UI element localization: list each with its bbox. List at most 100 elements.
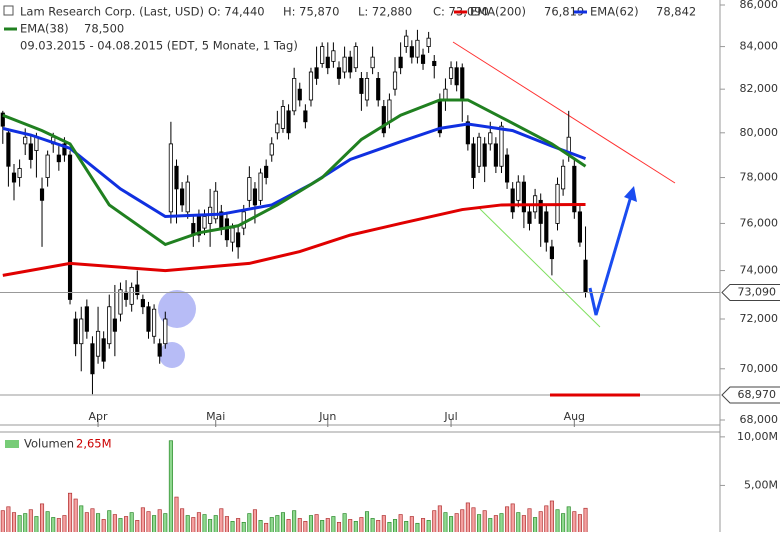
- volume-bar: [499, 513, 504, 535]
- candle-body: [17, 168, 22, 178]
- candle-body: [476, 136, 482, 167]
- y-tick-label: 82,000: [740, 82, 779, 95]
- volume-bar: [516, 512, 521, 535]
- volume-last: 2,65M: [76, 437, 112, 451]
- volume-bar: [252, 509, 257, 535]
- volume-bar: [381, 515, 386, 535]
- candle-body: [11, 172, 17, 183]
- y-tick-label: 76,000: [740, 216, 779, 229]
- volume-bar: [264, 522, 269, 535]
- candle-body: [107, 306, 112, 345]
- volume-bar: [51, 517, 56, 535]
- candle-body: [303, 110, 308, 123]
- candle-body: [280, 106, 286, 129]
- volume-bar: [241, 521, 246, 535]
- title: Lam Research Corp. (Last, USD): [20, 5, 204, 19]
- volume-bar: [213, 515, 218, 535]
- volume-bar: [359, 517, 364, 535]
- candle-body: [331, 50, 336, 62]
- volume-bar: [387, 521, 392, 535]
- volume-bar: [297, 518, 302, 535]
- candle-body: [420, 54, 426, 64]
- volume-bar: [174, 496, 179, 535]
- volume-bar: [185, 515, 190, 535]
- candle-body: [359, 78, 364, 94]
- volume-bar: [286, 519, 291, 535]
- volume-bar: [73, 498, 78, 535]
- volume-bar: [510, 503, 515, 535]
- volume-bar: [521, 515, 526, 535]
- candle-body: [73, 318, 78, 345]
- header: Lam Research Corp. (Last, USD) O: 74,440…: [3, 5, 489, 451]
- candle-body: [6, 132, 11, 167]
- v-tick-label: 5,00M: [744, 478, 778, 491]
- forecast-arrow: [588, 195, 633, 316]
- volume-bar: [577, 514, 582, 535]
- volume-bar: [437, 505, 442, 535]
- arrow-head: [624, 186, 637, 202]
- volume-bar: [247, 513, 252, 535]
- volume-bar: [39, 503, 45, 535]
- v-tick-label: 10,00M: [737, 430, 778, 443]
- candle-body: [135, 284, 140, 296]
- candle-body: [39, 188, 45, 201]
- volume-bar: [180, 508, 185, 535]
- volume-bar: [505, 506, 510, 535]
- volume-bar: [112, 514, 117, 535]
- candle-body: [140, 299, 145, 308]
- candle-body: [493, 143, 498, 167]
- candle-body: [129, 286, 134, 305]
- candle-body: [34, 136, 39, 151]
- candle-body: [516, 181, 521, 201]
- y-tick-label: 70,000: [740, 362, 779, 375]
- candle-body: [56, 154, 61, 163]
- candle-body: [258, 172, 263, 201]
- candle-body: [236, 232, 241, 248]
- volume-bar: [342, 513, 347, 535]
- candle-body: [90, 343, 95, 375]
- candle-body: [112, 318, 117, 332]
- candle-body: [392, 71, 398, 90]
- candle-body: [157, 343, 162, 357]
- x-tick-label: Aug: [564, 410, 585, 423]
- volume-bar: [34, 516, 39, 535]
- candle-body: [348, 56, 353, 73]
- candle-body: [577, 211, 583, 243]
- volume-bar: [96, 513, 101, 535]
- volume-bar: [224, 516, 229, 535]
- ema-line: [2, 98, 587, 247]
- subtitle: 09.03.2015 - 04.08.2015 (EDT, 5 Monate, …: [20, 39, 298, 53]
- volume-bar: [566, 506, 571, 535]
- candle-body: [325, 56, 330, 69]
- trend-line: [477, 206, 601, 328]
- candle-body: [387, 99, 392, 123]
- volume-bar: [23, 513, 28, 535]
- low: L: 72,880: [358, 5, 412, 19]
- volume-bar: [202, 514, 207, 535]
- candle-body: [308, 71, 314, 101]
- close-tag: [721, 283, 780, 301]
- candle-body: [336, 67, 342, 79]
- highlight: [159, 342, 185, 368]
- volume-bar: [561, 513, 566, 535]
- volume-bar: [269, 517, 274, 535]
- volume-bar: [443, 512, 448, 535]
- volume-bar: [79, 505, 84, 535]
- volume-bar: [353, 521, 358, 535]
- candle-body: [415, 39, 420, 58]
- volume-bar: [230, 521, 235, 535]
- candle-body: [443, 88, 448, 101]
- candle-body: [488, 132, 493, 145]
- candle-body: [269, 143, 274, 156]
- x-tick-label: Apr: [89, 410, 109, 423]
- volume-bar: [348, 519, 353, 535]
- candle-body: [168, 143, 173, 213]
- y-tick-label: 84,000: [740, 40, 779, 53]
- candle-body: [376, 78, 381, 101]
- candle-body: [561, 165, 566, 190]
- volume-bar: [168, 440, 173, 535]
- highlight: [158, 290, 196, 328]
- volume-bar: [409, 516, 414, 535]
- volume-bar: [140, 507, 145, 535]
- volume-bar: [219, 508, 224, 535]
